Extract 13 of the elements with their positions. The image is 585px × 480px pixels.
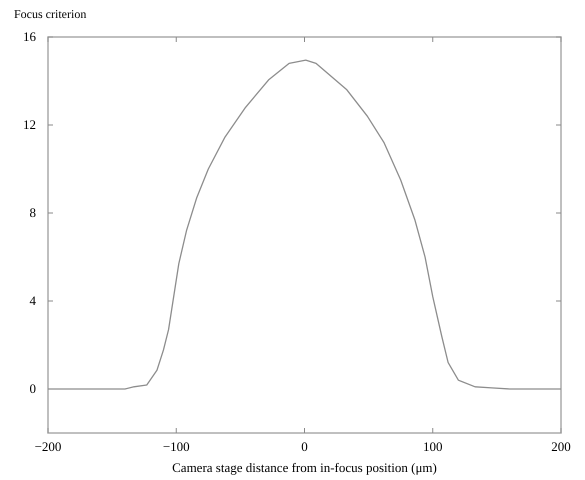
x-tick-label: 100	[423, 439, 442, 454]
x-tick-label: 0	[301, 439, 308, 454]
y-tick-label: 4	[30, 293, 36, 308]
y-tick-label: 16	[23, 29, 36, 44]
x-tick-label: −100	[162, 439, 190, 454]
x-tick-label: 200	[551, 439, 571, 454]
x-axis-title: Camera stage distance from in-focus position (μm)	[172, 460, 437, 475]
y-tick-label: 8	[30, 205, 36, 220]
y-tick-label: 0	[30, 381, 36, 396]
x-tick-label: −200	[34, 439, 62, 454]
y-tick-label: 12	[23, 117, 36, 132]
line-series	[47, 59, 562, 390]
y-axis-title: Focus criterion	[14, 7, 86, 21]
